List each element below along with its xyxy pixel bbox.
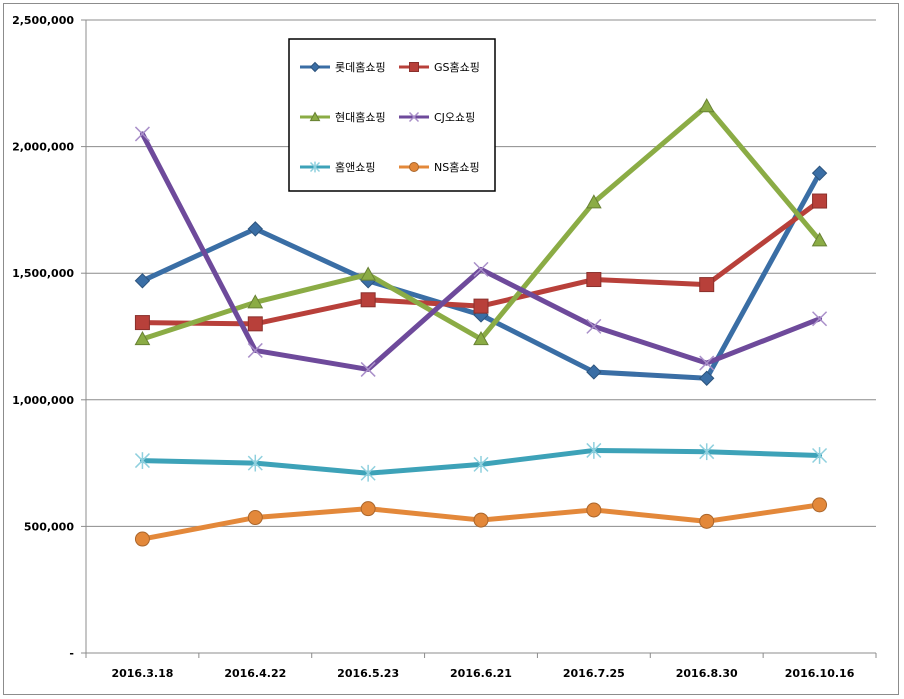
- x-tick-label: 2016.3.18: [111, 667, 173, 680]
- legend-label: NS홈쇼핑: [434, 160, 480, 174]
- legend-label: 롯데홈쇼핑: [335, 60, 386, 74]
- data-point: [811, 232, 828, 247]
- data-point: [586, 272, 602, 288]
- y-tick-label: 1,000,000: [12, 394, 74, 407]
- data-point: [134, 273, 151, 289]
- data-point: [247, 221, 263, 237]
- data-point: [699, 513, 715, 529]
- legend-item: 홈앤쇼핑: [300, 160, 375, 174]
- data-point: [473, 331, 489, 346]
- data-point: [408, 111, 420, 123]
- data-point: [134, 331, 151, 346]
- data-point: [409, 162, 419, 172]
- series-5: [134, 442, 828, 482]
- series-group: [134, 98, 828, 547]
- x-tick-label: 2016.8.30: [676, 667, 738, 680]
- data-point: [309, 161, 321, 173]
- data-point: [473, 261, 489, 277]
- data-point: [473, 298, 489, 314]
- data-point: [699, 277, 715, 293]
- data-point: [586, 364, 602, 380]
- legend-label: 홈앤쇼핑: [335, 160, 375, 174]
- data-point: [586, 502, 602, 518]
- data-point: [360, 501, 376, 517]
- data-point: [360, 292, 376, 308]
- series-1: [134, 165, 828, 386]
- data-point: [247, 342, 263, 358]
- legend-label: GS홈쇼핑: [434, 60, 480, 74]
- legend-item: CJ오쇼핑: [399, 111, 475, 124]
- y-tick-label: 2,500,000: [12, 14, 74, 27]
- data-point: [360, 361, 376, 377]
- data-point: [473, 512, 489, 528]
- data-point: [134, 315, 150, 331]
- data-point: [247, 510, 263, 526]
- x-tick-label: 2016.5.23: [337, 667, 399, 680]
- x-tick-label: 2016.6.21: [450, 667, 512, 680]
- data-point: [811, 165, 828, 181]
- data-point: [699, 355, 715, 371]
- y-tick-label: 2,000,000: [12, 141, 74, 154]
- x-axis-ticks: 2016.3.18 2016.4.22 2016.5.23 2016.6.21 2016…: [111, 667, 854, 680]
- legend-item: GS홈쇼핑: [399, 60, 480, 74]
- data-point: [812, 497, 828, 513]
- x-tick-label: 2016.4.22: [224, 667, 286, 680]
- data-point: [247, 316, 263, 332]
- data-point: [247, 294, 264, 309]
- series-2: [134, 193, 828, 332]
- data-point: [586, 194, 602, 209]
- data-point: [134, 531, 150, 547]
- data-point: [360, 464, 376, 482]
- y-tick-label: 500,000: [24, 520, 74, 533]
- y-tick-label: -: [69, 647, 74, 660]
- legend-item: 현대홈쇼핑: [300, 110, 386, 124]
- data-point: [309, 111, 321, 122]
- data-point: [134, 126, 150, 142]
- data-point: [812, 447, 828, 464]
- y-tick-label: 1,500,000: [12, 267, 74, 280]
- x-tick-label: 2016.7.25: [563, 667, 625, 680]
- legend-item: NS홈쇼핑: [399, 160, 480, 174]
- data-point: [699, 370, 715, 386]
- data-point: [699, 443, 715, 461]
- data-point: [812, 311, 828, 327]
- series-6: [134, 497, 828, 547]
- data-point: [586, 318, 602, 334]
- data-point: [409, 62, 419, 72]
- series-4: [134, 126, 828, 377]
- legend-label: 현대홈쇼핑: [335, 110, 386, 124]
- legend-label: CJ오쇼핑: [434, 111, 475, 124]
- data-point: [698, 98, 715, 113]
- y-axis-ticks: - 500,000 1,000,000 1,500,000 2,000,000 2,500…: [12, 14, 74, 660]
- data-point: [247, 454, 263, 472]
- data-point: [134, 452, 150, 469]
- data-point: [586, 442, 602, 459]
- data-point: [309, 61, 321, 73]
- legend-item: 롯데홈쇼핑: [300, 60, 386, 74]
- data-point: [473, 455, 489, 473]
- x-tick-label: 2016.10.16: [785, 667, 855, 680]
- data-point: [360, 266, 376, 281]
- series-3: [134, 98, 828, 346]
- data-point: [812, 193, 828, 209]
